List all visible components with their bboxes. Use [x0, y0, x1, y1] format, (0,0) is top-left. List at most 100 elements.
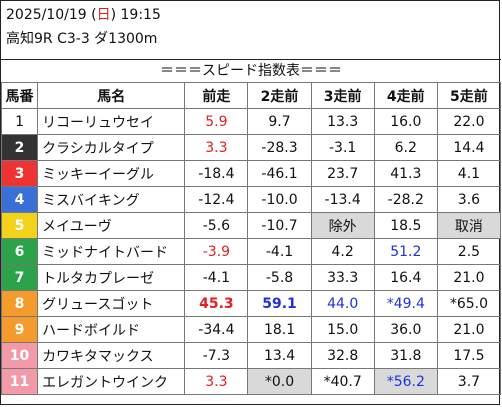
table-row: 5 メイユーヴ -5.6 -10.7 除外 18.5 取消	[0, 212, 502, 239]
speed-index-value: -28.2	[373, 186, 438, 213]
horse-number: 3	[0, 160, 39, 187]
speed-index-table: 馬番 馬名 前走 2走前 3走前 4走前 5走前 1 リコーリュウセイ 5.9 9.7…	[0, 82, 502, 395]
table-row: 6 ミッドナイトバード -3.9 -4.1 4.2 51.2 2.5	[0, 238, 502, 265]
table-row: 3 ミッキーイーグル -18.4 -46.1 23.7 41.3 4.1	[0, 160, 502, 187]
speed-index-value: 4.2	[310, 238, 375, 265]
horse-name: ハードボイルド	[37, 316, 186, 343]
speed-index-value: -3.1	[310, 134, 375, 161]
horse-name: ミッキーイーグル	[37, 160, 186, 187]
speed-index-value: 18.5	[373, 212, 438, 239]
speed-index-value: 3.6	[436, 186, 502, 213]
race-weekday: 日	[96, 7, 111, 23]
speed-index-value: -3.9	[184, 238, 249, 265]
speed-index-value: *0.0	[247, 368, 312, 395]
speed-index-value: 取消	[436, 212, 502, 239]
speed-index-value: 4.1	[436, 160, 502, 187]
speed-index-value: 59.1	[247, 290, 312, 317]
table-title: ＝＝＝スピード指数表＝＝＝	[1, 59, 501, 82]
table-header-row: 馬番 馬名 前走 2走前 3走前 4走前 5走前	[0, 82, 502, 109]
table-body: 1 リコーリュウセイ 5.9 9.7 13.3 16.0 22.0 2 クラシカルタイプ 3.3-…	[0, 108, 502, 395]
table-row: 1 リコーリュウセイ 5.9 9.7 13.3 16.0 22.0	[0, 108, 502, 135]
speed-index-value: 23.7	[310, 160, 375, 187]
speed-index-value: -5.6	[184, 212, 249, 239]
speed-index-value: 16.0	[373, 108, 438, 135]
horse-name: グリュースゴット	[37, 290, 186, 317]
race-info: 高知9R C3-3 ダ1300m	[6, 31, 158, 47]
speed-index-value: -12.4	[184, 186, 249, 213]
speed-index-value: -18.4	[184, 160, 249, 187]
speed-index-value: 44.0	[310, 290, 375, 317]
table-row: 8 グリュースゴット 45.3 59.1 44.0 *49.4 *65.0	[0, 290, 502, 317]
race-date: 2025/10/19 (	[6, 7, 97, 23]
horse-number: 1	[0, 108, 39, 135]
speed-index-value: 3.3	[184, 134, 249, 161]
horse-number: 10	[0, 342, 39, 369]
horse-name: エレガントウインク	[37, 368, 186, 395]
speed-index-value: -10.7	[247, 212, 312, 239]
horse-name: リコーリュウセイ	[37, 108, 186, 135]
horse-name: トルタカプレーゼ	[37, 264, 186, 291]
horse-name: メイユーヴ	[37, 212, 186, 239]
speed-index-value: 6.2	[373, 134, 438, 161]
table-row: 9 ハードボイルド -34.4 18.1 15.0 36.0 21.0	[0, 316, 502, 343]
speed-index-value: 41.3	[373, 160, 438, 187]
speed-index-value: 45.3	[184, 290, 249, 317]
race-datetime: 2025/10/19 (日) 19:15	[6, 6, 161, 24]
speed-index-value: 16.4	[373, 264, 438, 291]
speed-index-value: 14.4	[436, 134, 502, 161]
table-row: 11 エレガントウインク 3.3 *0.0 *40.7 *56.2 3.7	[0, 368, 502, 395]
speed-index-value: *65.0	[436, 290, 502, 317]
col-header-2back: 2走前	[247, 82, 312, 109]
table-row: 10 カワキタマックス -7.3 13.4 32.8 31.8 17.5	[0, 342, 502, 369]
speed-index-value: -7.3	[184, 342, 249, 369]
col-header-name: 馬名	[37, 82, 186, 109]
col-header-last: 前走	[184, 82, 249, 109]
speed-index-value: 13.4	[247, 342, 312, 369]
horse-name: ミスバイキング	[37, 186, 186, 213]
speed-index-value: 21.0	[436, 264, 502, 291]
speed-index-value: *49.4	[373, 290, 438, 317]
horse-number: 11	[0, 368, 39, 395]
col-header-5back: 5走前	[436, 82, 502, 109]
speed-index-value: *56.2	[373, 368, 438, 395]
speed-index-value: -4.1	[184, 264, 249, 291]
speed-index-value: 5.9	[184, 108, 249, 135]
speed-index-value: -34.4	[184, 316, 249, 343]
speed-index-value: -4.1	[247, 238, 312, 265]
horse-number: 7	[0, 264, 39, 291]
race-time: ) 19:15	[110, 7, 161, 23]
speed-index-value: -10.0	[247, 186, 312, 213]
speed-index-value: -13.4	[310, 186, 375, 213]
speed-index-value: 除外	[310, 212, 375, 239]
speed-index-value: 51.2	[373, 238, 438, 265]
horse-number: 2	[0, 134, 39, 161]
speed-index-value: -28.3	[247, 134, 312, 161]
speed-index-value: 13.3	[310, 108, 375, 135]
speed-index-value: *40.7	[310, 368, 375, 395]
speed-index-value: -5.8	[247, 264, 312, 291]
speed-index-value: 3.7	[436, 368, 502, 395]
col-header-4back: 4走前	[373, 82, 438, 109]
table-row: 4 ミスバイキング -12.4 -10.0 -13.4 -28.2 3.6	[0, 186, 502, 213]
col-header-number: 馬番	[0, 82, 39, 109]
table-row: 7 トルタカプレーゼ -4.1 -5.8 33.3 16.4 21.0	[0, 264, 502, 291]
horse-number: 4	[0, 186, 39, 213]
horse-number: 9	[0, 316, 39, 343]
speed-index-value: 15.0	[310, 316, 375, 343]
horse-name: カワキタマックス	[37, 342, 186, 369]
col-header-3back: 3走前	[310, 82, 375, 109]
speed-index-value: 33.3	[310, 264, 375, 291]
speed-index-value: 2.5	[436, 238, 502, 265]
speed-index-value: 22.0	[436, 108, 502, 135]
table-row: 2 クラシカルタイプ 3.3 -28.3 -3.1 6.2 14.4	[0, 134, 502, 161]
speed-index-value: 3.3	[184, 368, 249, 395]
speed-index-value: 21.0	[436, 316, 502, 343]
speed-index-value: 17.5	[436, 342, 502, 369]
speed-index-value: 9.7	[247, 108, 312, 135]
horse-number: 6	[0, 238, 39, 265]
speed-index-value: 36.0	[373, 316, 438, 343]
speed-index-value: -46.1	[247, 160, 312, 187]
horse-number: 8	[0, 290, 39, 317]
horse-name: ミッドナイトバード	[37, 238, 186, 265]
